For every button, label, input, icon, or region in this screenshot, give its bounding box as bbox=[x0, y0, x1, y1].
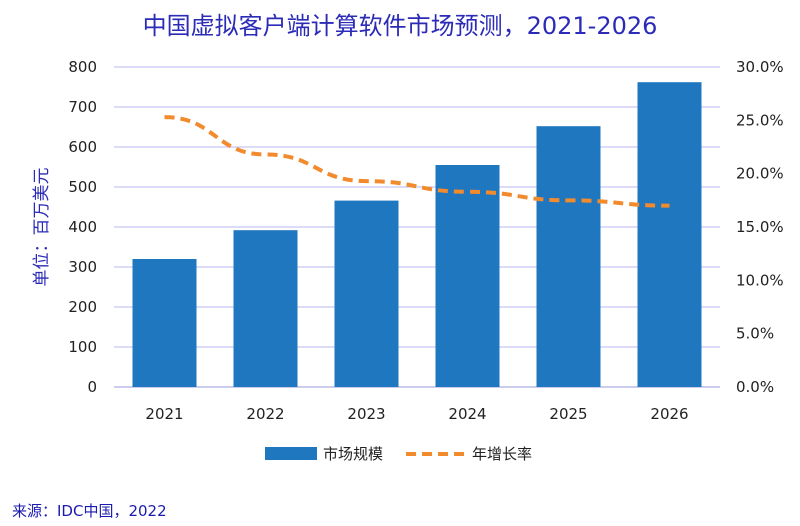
y-tick-label: 800 bbox=[68, 58, 97, 76]
bar-2022 bbox=[233, 230, 298, 387]
y-axis-label: 单位：百万美元 bbox=[32, 168, 52, 287]
legend-label-bar: 市场规模 bbox=[323, 445, 383, 463]
legend-swatch-bar bbox=[265, 447, 317, 460]
y2-tick-label: 15.0% bbox=[736, 218, 784, 236]
source-note: 来源：IDC中国，2022 bbox=[12, 502, 167, 520]
chart-title: 中国虚拟客户端计算软件市场预测，2021-2026 bbox=[142, 12, 658, 40]
legend: 市场规模 年增长率 bbox=[265, 445, 532, 463]
y2-tick-label: 5.0% bbox=[736, 325, 774, 343]
legend-label-line: 年增长率 bbox=[472, 445, 532, 463]
y-tick-label: 100 bbox=[68, 338, 97, 356]
y-tick-label: 700 bbox=[68, 98, 97, 116]
bar-2023 bbox=[334, 200, 399, 387]
y-tick-label: 200 bbox=[68, 298, 97, 316]
axis-ticks: 0 100 200 300 400 500 600 700 800 0.0% 5.0% 10.0% 15… bbox=[68, 58, 783, 423]
x-tick-label: 2024 bbox=[448, 405, 486, 423]
y2-tick-label: 25.0% bbox=[736, 111, 784, 129]
bar-2025 bbox=[536, 126, 601, 387]
y-tick-label: 0 bbox=[87, 378, 97, 396]
y2-tick-label: 10.0% bbox=[736, 271, 784, 289]
growth-rate-line bbox=[164, 115, 670, 208]
y2-tick-label: 30.0% bbox=[736, 58, 784, 76]
y-tick-label: 500 bbox=[68, 178, 97, 196]
x-tick-label: 2025 bbox=[549, 405, 587, 423]
bars bbox=[132, 82, 702, 387]
gridlines bbox=[114, 66, 720, 388]
y-tick-label: 600 bbox=[68, 138, 97, 156]
y-tick-label: 300 bbox=[68, 258, 97, 276]
x-tick-label: 2021 bbox=[145, 405, 183, 423]
x-tick-label: 2022 bbox=[246, 405, 284, 423]
y2-tick-label: 0.0% bbox=[736, 378, 774, 396]
x-tick-label: 2023 bbox=[347, 405, 385, 423]
bar-2026 bbox=[637, 82, 702, 387]
bar-2021 bbox=[132, 259, 197, 387]
x-tick-label: 2026 bbox=[650, 405, 688, 423]
growth-line bbox=[164, 115, 670, 208]
y-tick-label: 400 bbox=[68, 218, 97, 236]
y2-tick-label: 20.0% bbox=[736, 165, 784, 183]
bar-2024 bbox=[435, 165, 500, 387]
